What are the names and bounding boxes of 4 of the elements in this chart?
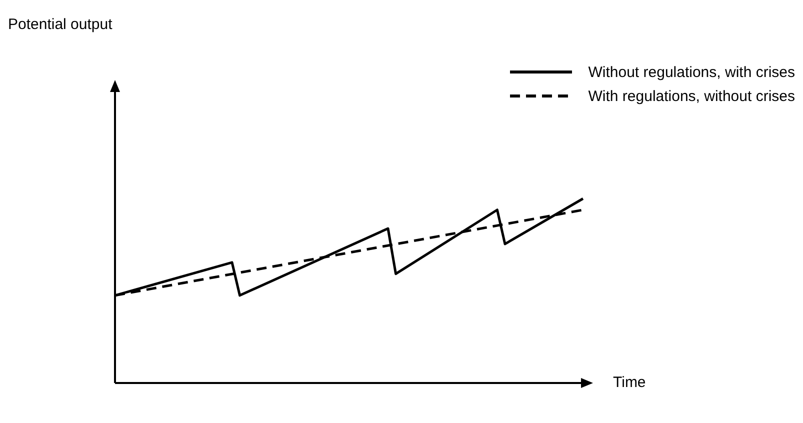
legend-label: With regulations, without crises bbox=[588, 88, 795, 104]
legend-label: Without regulations, with crises bbox=[588, 64, 795, 80]
x-axis-title: Time bbox=[613, 374, 646, 391]
text: Potential output bbox=[8, 16, 112, 33]
